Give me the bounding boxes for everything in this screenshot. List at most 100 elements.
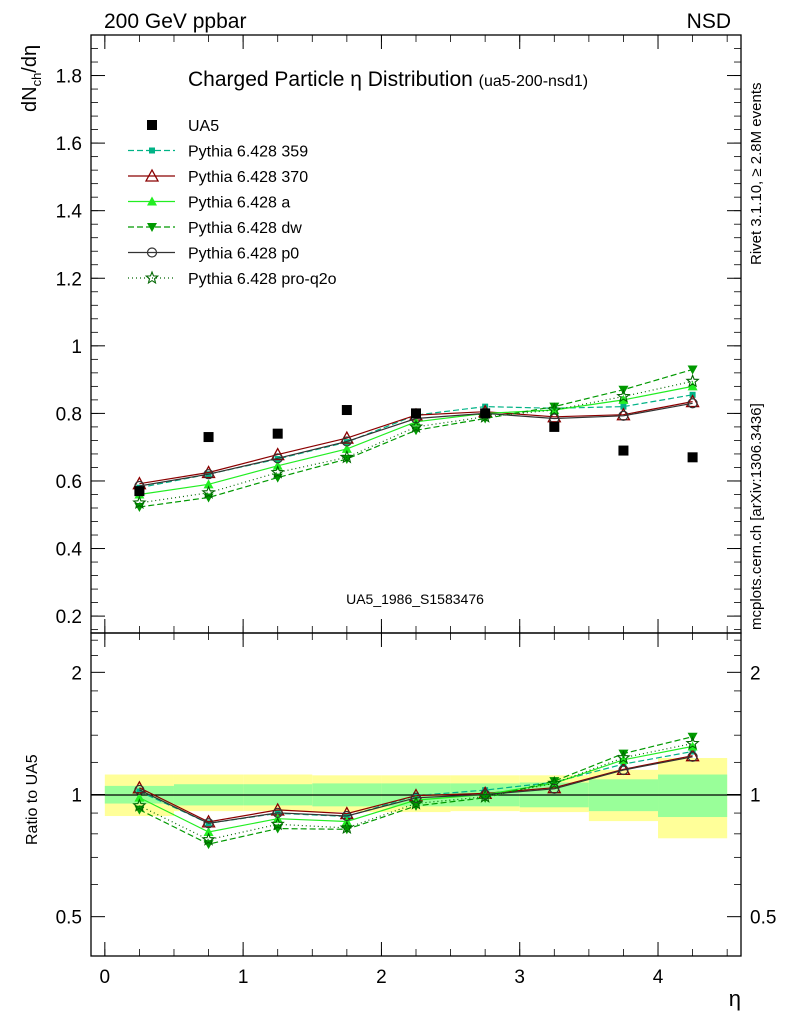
series-point-pythia-6-428-dw [272, 473, 283, 483]
legend-marker-pythia-6-428-dw [147, 223, 157, 232]
ratio-tick-label-right: 1 [750, 786, 761, 807]
series-point-pythia-6-428-p0 [618, 410, 629, 421]
y-tick-label: 1 [71, 337, 82, 358]
series-line-pythia-6-428-a [139, 385, 693, 496]
ratio-point-pythia-6-428-p0 [549, 783, 560, 794]
series-point-pythia-6-428-a [687, 381, 698, 391]
x-tick-label: 4 [653, 967, 664, 988]
watermark: UA5_1986_S1583476 [346, 591, 484, 607]
ratio-tick-label: 2 [71, 663, 82, 684]
legend-label-pythia-6-428-p0: Pythia 6.428 p0 [188, 246, 299, 263]
ratio-line-pythia-6-428-pro-q2o [139, 742, 693, 841]
series-point-pythia-6-428-359 [620, 403, 627, 410]
legend-marker-pythia-6-428-359 [149, 147, 155, 154]
ratio-panel: 0.5 0.5 1 1 2 2 0 1 2 3 4 Ratio to UA5 η [24, 632, 776, 1011]
mcplots-label: mcplots.cern.ch [arXiv:1306.3436] [748, 403, 765, 630]
legend-marker-pythia-6-428-a [147, 196, 157, 206]
series-line-pythia-6-428-pro-q2o [139, 380, 693, 504]
ratio-point-pythia-6-428-a [203, 827, 214, 837]
y-axis-label: dNch/dη [19, 45, 44, 112]
ratio-tick-label-right: 0.5 [750, 908, 776, 929]
ratio-band-inner [658, 774, 728, 818]
series-point-pythia-6-428-pro-q2o [616, 389, 631, 403]
ratio-point-pythia-6-428-p0 [618, 764, 629, 776]
rivet-label: Rivet 3.1.10, ≥ 2.8M events [748, 83, 765, 266]
data-point-ua5 [411, 408, 421, 419]
series-point-pythia-6-428-p0 [341, 436, 352, 447]
ratio-point-pythia-6-428-dw [549, 777, 560, 787]
legend-label-pythia-6-428-a: Pythia 6.428 a [188, 195, 290, 212]
legend-marker-pythia-6-428-p0 [146, 247, 158, 258]
x-tick-label: 2 [376, 967, 387, 988]
x-tick-label: 1 [238, 967, 249, 988]
ratio-point-pythia-6-428-p0 [134, 784, 145, 796]
series-point-pythia-6-428-pro-q2o [685, 373, 700, 388]
series-point-pythia-6-428-359 [343, 439, 350, 446]
series-point-pythia-6-428-p0 [687, 398, 698, 409]
series-point-pythia-6-428-pro-q2o [547, 402, 562, 417]
ratio-tick-label: 0.5 [56, 908, 82, 929]
legend: UA5 Pythia 6.428 359 Pythia 6.428 370 Pythi… [128, 118, 337, 288]
series-point-pythia-6-428-370 [270, 447, 285, 461]
ratio-point-pythia-6-428-dw [480, 793, 491, 803]
data-point-ua5 [618, 445, 629, 456]
ratio-point-pythia-6-428-dw [341, 825, 352, 835]
ratio-point-pythia-6-428-p0 [341, 810, 352, 822]
series-point-pythia-6-428-pro-q2o [201, 485, 216, 499]
series-line-pythia-6-428-dw [139, 368, 693, 508]
ratio-point-pythia-6-428-p0 [203, 818, 214, 829]
ratio-series-layer [132, 732, 700, 850]
series-point-pythia-6-428-p0 [203, 469, 214, 480]
chart-title-main: Charged Particle η Distribution [188, 68, 473, 91]
data-point-ua5 [549, 421, 560, 432]
energy-label: 200 GeV ppbar [104, 10, 246, 33]
series-point-pythia-6-428-pro-q2o [408, 419, 424, 434]
ratio-point-pythia-6-428-p0 [687, 751, 698, 762]
ratio-point-pythia-6-428-pro-q2o [408, 795, 424, 810]
data-point-ua5 [272, 428, 283, 439]
ratio-point-pythia-6-428-p0 [410, 792, 422, 803]
ratio-point-pythia-6-428-pro-q2o [270, 816, 285, 831]
data-point-ua5 [687, 452, 698, 463]
legend-label-pythia-6-428-359: Pythia 6.428 359 [188, 144, 308, 161]
process-label: NSD [687, 10, 731, 33]
ratio-tick-label: 1 [71, 786, 82, 807]
y-tick-label: 1.4 [56, 202, 83, 223]
ratio-point-pythia-6-428-dw [618, 749, 629, 759]
y-tick-label: 1.8 [56, 67, 82, 88]
y-tick-label: 0.4 [56, 540, 83, 561]
main-panel: 0.2 0.4 0.6 0.8 1 1.2 1.4 1.6 1.8 Charged Partic… [19, 34, 742, 634]
series-point-pythia-6-428-a [341, 443, 352, 453]
ratio-tick-label-right: 2 [750, 663, 761, 684]
series-layer [132, 365, 700, 512]
ratio-point-pythia-6-428-pro-q2o [685, 735, 700, 750]
ratio-point-pythia-6-428-pro-q2o [616, 750, 631, 764]
series-point-pythia-6-428-pro-q2o [270, 464, 285, 479]
ratio-point-pythia-6-428-359 [689, 748, 696, 755]
y-tick-label: 0.8 [56, 404, 82, 425]
chart-title-suffix: (ua5-200-nsd1) [479, 73, 588, 90]
legend-label-ua5: UA5 [188, 118, 219, 135]
series-point-pythia-6-428-p0 [272, 453, 283, 464]
series-point-pythia-6-428-pro-q2o [132, 495, 147, 510]
chart-title: Charged Particle η Distribution (ua5-200… [188, 68, 588, 91]
ratio-point-pythia-6-428-pro-q2o [132, 798, 147, 812]
x-tick-label: 3 [514, 967, 525, 988]
series-line-pythia-6-428-p0 [139, 402, 693, 487]
y-tick-label: 1.2 [56, 269, 82, 290]
ratio-point-pythia-6-428-359 [136, 788, 143, 795]
series-point-pythia-6-428-dw [687, 365, 698, 375]
data-point-ua5 [203, 432, 214, 443]
ratio-point-pythia-6-428-pro-q2o [201, 832, 216, 846]
x-axis-label: η [729, 986, 741, 1011]
legend-label-pythia-6-428-pro-q2o: Pythia 6.428 pro-q2o [188, 271, 337, 288]
x-tick-label: 0 [100, 967, 111, 988]
series-point-pythia-6-428-a [203, 479, 214, 489]
ratio-axis-label: Ratio to UA5 [24, 754, 41, 845]
ratio-point-pythia-6-428-pro-q2o [339, 820, 355, 835]
series-point-pythia-6-428-pro-q2o [339, 449, 355, 464]
legend-label-pythia-6-428-dw: Pythia 6.428 dw [188, 220, 302, 237]
y-tick-label: 1.6 [56, 134, 82, 155]
series-point-pythia-6-428-370 [685, 394, 700, 408]
